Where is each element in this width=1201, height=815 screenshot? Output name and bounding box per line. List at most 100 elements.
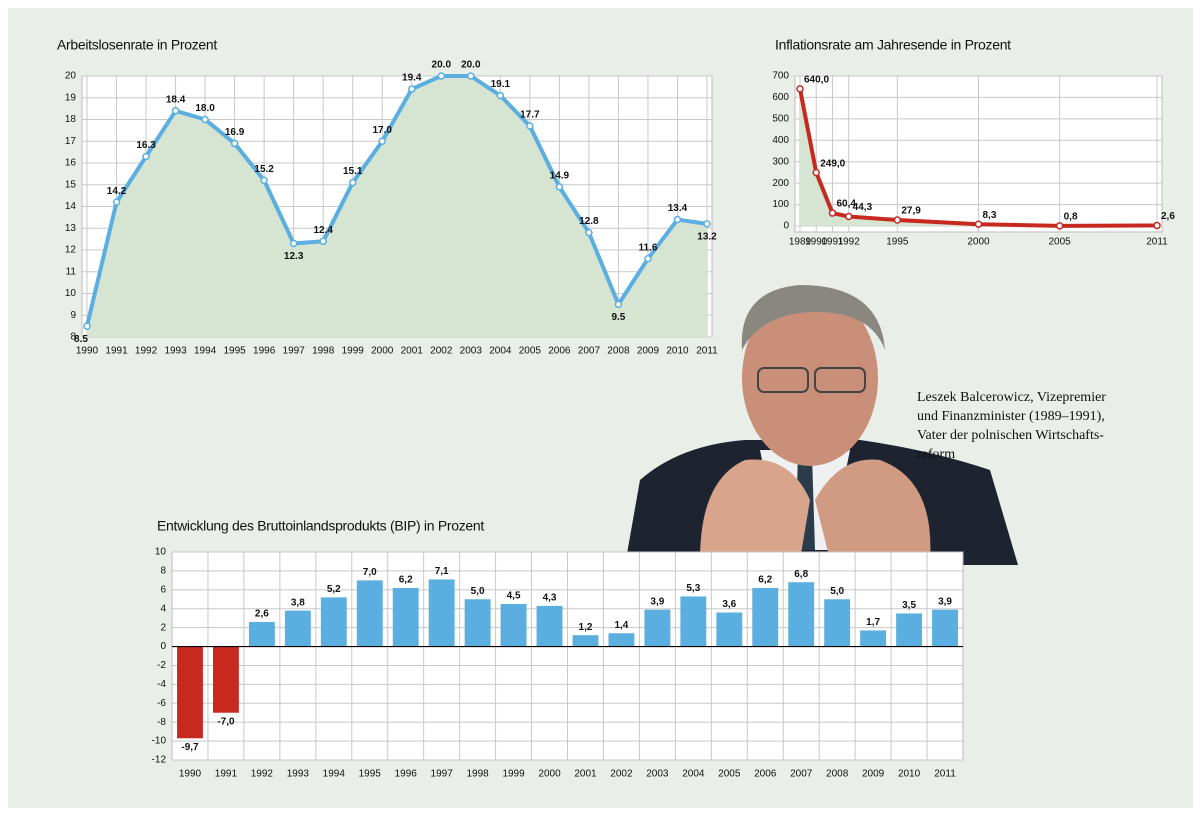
- point: [409, 86, 415, 92]
- point: [1154, 222, 1160, 228]
- point: [379, 138, 385, 144]
- point: [232, 140, 238, 146]
- value-label: 19.4: [402, 73, 422, 84]
- x-tick-label: 2009: [862, 769, 885, 780]
- value-label: 4,3: [543, 593, 557, 604]
- caption-line: und Finanzminister (1989–1991),: [917, 409, 1105, 424]
- value-label: 249,0: [820, 158, 845, 169]
- y-tick-label: -10: [152, 736, 167, 747]
- x-tick-label: 1995: [223, 346, 246, 357]
- y-tick-label: 8: [160, 566, 166, 577]
- x-tick-label: 2005: [519, 346, 542, 357]
- point: [556, 184, 562, 190]
- point: [829, 210, 835, 216]
- bar: [465, 599, 491, 646]
- y-tick-label: -8: [157, 717, 166, 728]
- x-tick-label: 2001: [574, 769, 597, 780]
- y-tick-label: 300: [772, 156, 789, 167]
- point: [320, 238, 326, 244]
- point: [84, 323, 90, 329]
- bar: [644, 610, 670, 647]
- point: [438, 73, 444, 79]
- x-tick-label: 2000: [538, 769, 561, 780]
- value-label: 18.4: [166, 94, 186, 105]
- x-tick-label: 1998: [312, 346, 335, 357]
- point: [1057, 223, 1063, 229]
- x-tick-label: 1998: [466, 769, 489, 780]
- value-label: 5,3: [686, 583, 700, 594]
- value-label: 1,4: [614, 620, 628, 631]
- y-tick-label: 700: [772, 71, 789, 82]
- value-label: 7,0: [363, 567, 377, 578]
- y-tick-label: 11: [66, 266, 77, 277]
- value-label: 1,2: [579, 622, 593, 633]
- value-label: 8,3: [983, 210, 997, 221]
- point: [202, 117, 208, 123]
- point: [846, 214, 852, 220]
- x-tick-label: 1995: [886, 237, 909, 248]
- y-tick-label: 17: [65, 136, 77, 147]
- y-tick-label: 500: [772, 113, 789, 124]
- x-tick-label: 2003: [646, 769, 669, 780]
- value-label: 6,2: [399, 575, 413, 586]
- x-tick-label: 2005: [1049, 237, 1072, 248]
- x-tick-label: 2006: [548, 346, 571, 357]
- value-label: 0,8: [1064, 211, 1078, 222]
- x-tick-label: 1994: [194, 346, 217, 357]
- point: [976, 221, 982, 227]
- point: [173, 108, 179, 114]
- bar: [537, 606, 563, 647]
- x-tick-label: 1992: [838, 237, 861, 248]
- y-tick-label: -4: [157, 679, 166, 690]
- y-tick-label: 14: [65, 201, 77, 212]
- value-label: 9.5: [611, 312, 625, 323]
- value-label: -9,7: [181, 742, 199, 753]
- x-tick-label: 1993: [287, 769, 310, 780]
- bar: [393, 588, 419, 647]
- value-label: 13.2: [697, 232, 717, 243]
- value-label: -7,0: [217, 716, 235, 727]
- y-tick-label: 2: [160, 622, 166, 633]
- y-tick-label: 20: [65, 71, 77, 82]
- value-label: 2,6: [255, 609, 269, 620]
- point: [527, 123, 533, 129]
- x-tick-label: 2010: [666, 346, 689, 357]
- chart-title: Inflationsrate am Jahresende in Prozent: [775, 37, 1011, 53]
- x-tick-label: 1997: [283, 346, 306, 357]
- x-tick-label: 2001: [401, 346, 424, 357]
- y-tick-label: 10: [155, 547, 167, 558]
- y-tick-label: 100: [772, 199, 789, 210]
- x-tick-label: 2009: [637, 346, 660, 357]
- x-tick-label: 1999: [502, 769, 525, 780]
- y-tick-label: 12: [65, 245, 77, 256]
- y-tick-label: 15: [65, 179, 77, 190]
- bar: [680, 596, 706, 646]
- value-label: 5,0: [471, 586, 485, 597]
- value-label: 16.3: [136, 140, 156, 151]
- value-label: 12.8: [579, 216, 599, 227]
- y-tick-label: 4: [160, 603, 166, 614]
- x-tick-label: 1991: [105, 346, 128, 357]
- value-label: 12.4: [313, 225, 333, 236]
- x-tick-label: 2004: [682, 769, 705, 780]
- bar: [357, 580, 383, 646]
- bar: [429, 579, 455, 646]
- x-tick-label: 2002: [610, 769, 633, 780]
- value-label: 2,6: [1161, 211, 1175, 222]
- x-tick-label: 2011: [934, 769, 956, 780]
- value-label: 5,0: [830, 586, 844, 597]
- y-tick-label: 19: [65, 92, 77, 103]
- bar: [788, 582, 814, 646]
- value-label: 3,5: [902, 600, 916, 611]
- x-tick-label: 1999: [342, 346, 365, 357]
- x-tick-label: 1990: [76, 346, 99, 357]
- point: [704, 221, 710, 227]
- x-tick-label: 2011: [1146, 237, 1168, 248]
- bar: [285, 611, 311, 647]
- value-label: 14.2: [107, 186, 127, 197]
- point: [468, 73, 474, 79]
- bar: [896, 613, 922, 646]
- y-tick-label: 16: [65, 158, 77, 169]
- bar: [608, 633, 634, 646]
- y-tick-label: -6: [157, 698, 166, 709]
